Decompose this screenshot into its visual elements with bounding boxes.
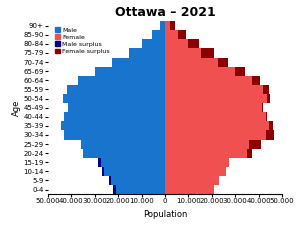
Bar: [267, 94, 270, 103]
Bar: [129, 48, 165, 57]
Bar: [102, 167, 104, 176]
Bar: [262, 103, 263, 112]
Bar: [188, 39, 199, 48]
Bar: [165, 130, 266, 139]
Bar: [165, 94, 267, 103]
Bar: [266, 130, 274, 139]
Bar: [61, 121, 165, 130]
Bar: [111, 176, 165, 185]
Bar: [98, 158, 101, 167]
Bar: [165, 103, 262, 112]
Bar: [165, 30, 178, 39]
Bar: [165, 139, 249, 149]
Bar: [165, 21, 170, 30]
Bar: [170, 21, 175, 30]
Bar: [109, 176, 111, 185]
Bar: [67, 85, 165, 94]
Bar: [247, 149, 252, 158]
Bar: [165, 167, 226, 176]
Bar: [100, 158, 165, 167]
Bar: [178, 30, 186, 39]
Bar: [104, 167, 165, 176]
Bar: [160, 21, 165, 30]
Bar: [252, 76, 260, 85]
Bar: [165, 149, 247, 158]
Bar: [249, 139, 261, 149]
Bar: [201, 48, 214, 57]
Bar: [78, 76, 165, 85]
Bar: [266, 112, 267, 121]
Bar: [165, 39, 188, 48]
Bar: [165, 76, 252, 85]
Bar: [63, 94, 165, 103]
Bar: [165, 57, 218, 67]
Bar: [235, 67, 245, 76]
Bar: [165, 158, 230, 167]
Bar: [165, 185, 214, 194]
Bar: [165, 121, 269, 130]
X-axis label: Population: Population: [143, 210, 187, 219]
Bar: [165, 85, 263, 94]
Y-axis label: Age: Age: [12, 99, 21, 116]
Bar: [113, 185, 116, 194]
Bar: [263, 85, 269, 94]
Bar: [142, 39, 165, 48]
Bar: [95, 67, 165, 76]
Bar: [269, 121, 273, 130]
Bar: [152, 30, 165, 39]
Bar: [218, 57, 228, 67]
Legend: Male, Female, Male surplus, Female surplus: Male, Female, Male surplus, Female surpl…: [53, 26, 111, 55]
Bar: [116, 185, 165, 194]
Bar: [165, 48, 201, 57]
Bar: [68, 103, 165, 112]
Bar: [81, 139, 165, 149]
Bar: [165, 112, 266, 121]
Bar: [83, 149, 165, 158]
Title: Ottawa – 2021: Ottawa – 2021: [115, 5, 215, 19]
Bar: [165, 67, 235, 76]
Bar: [112, 57, 165, 67]
Bar: [64, 130, 165, 139]
Bar: [165, 176, 219, 185]
Bar: [64, 112, 165, 121]
